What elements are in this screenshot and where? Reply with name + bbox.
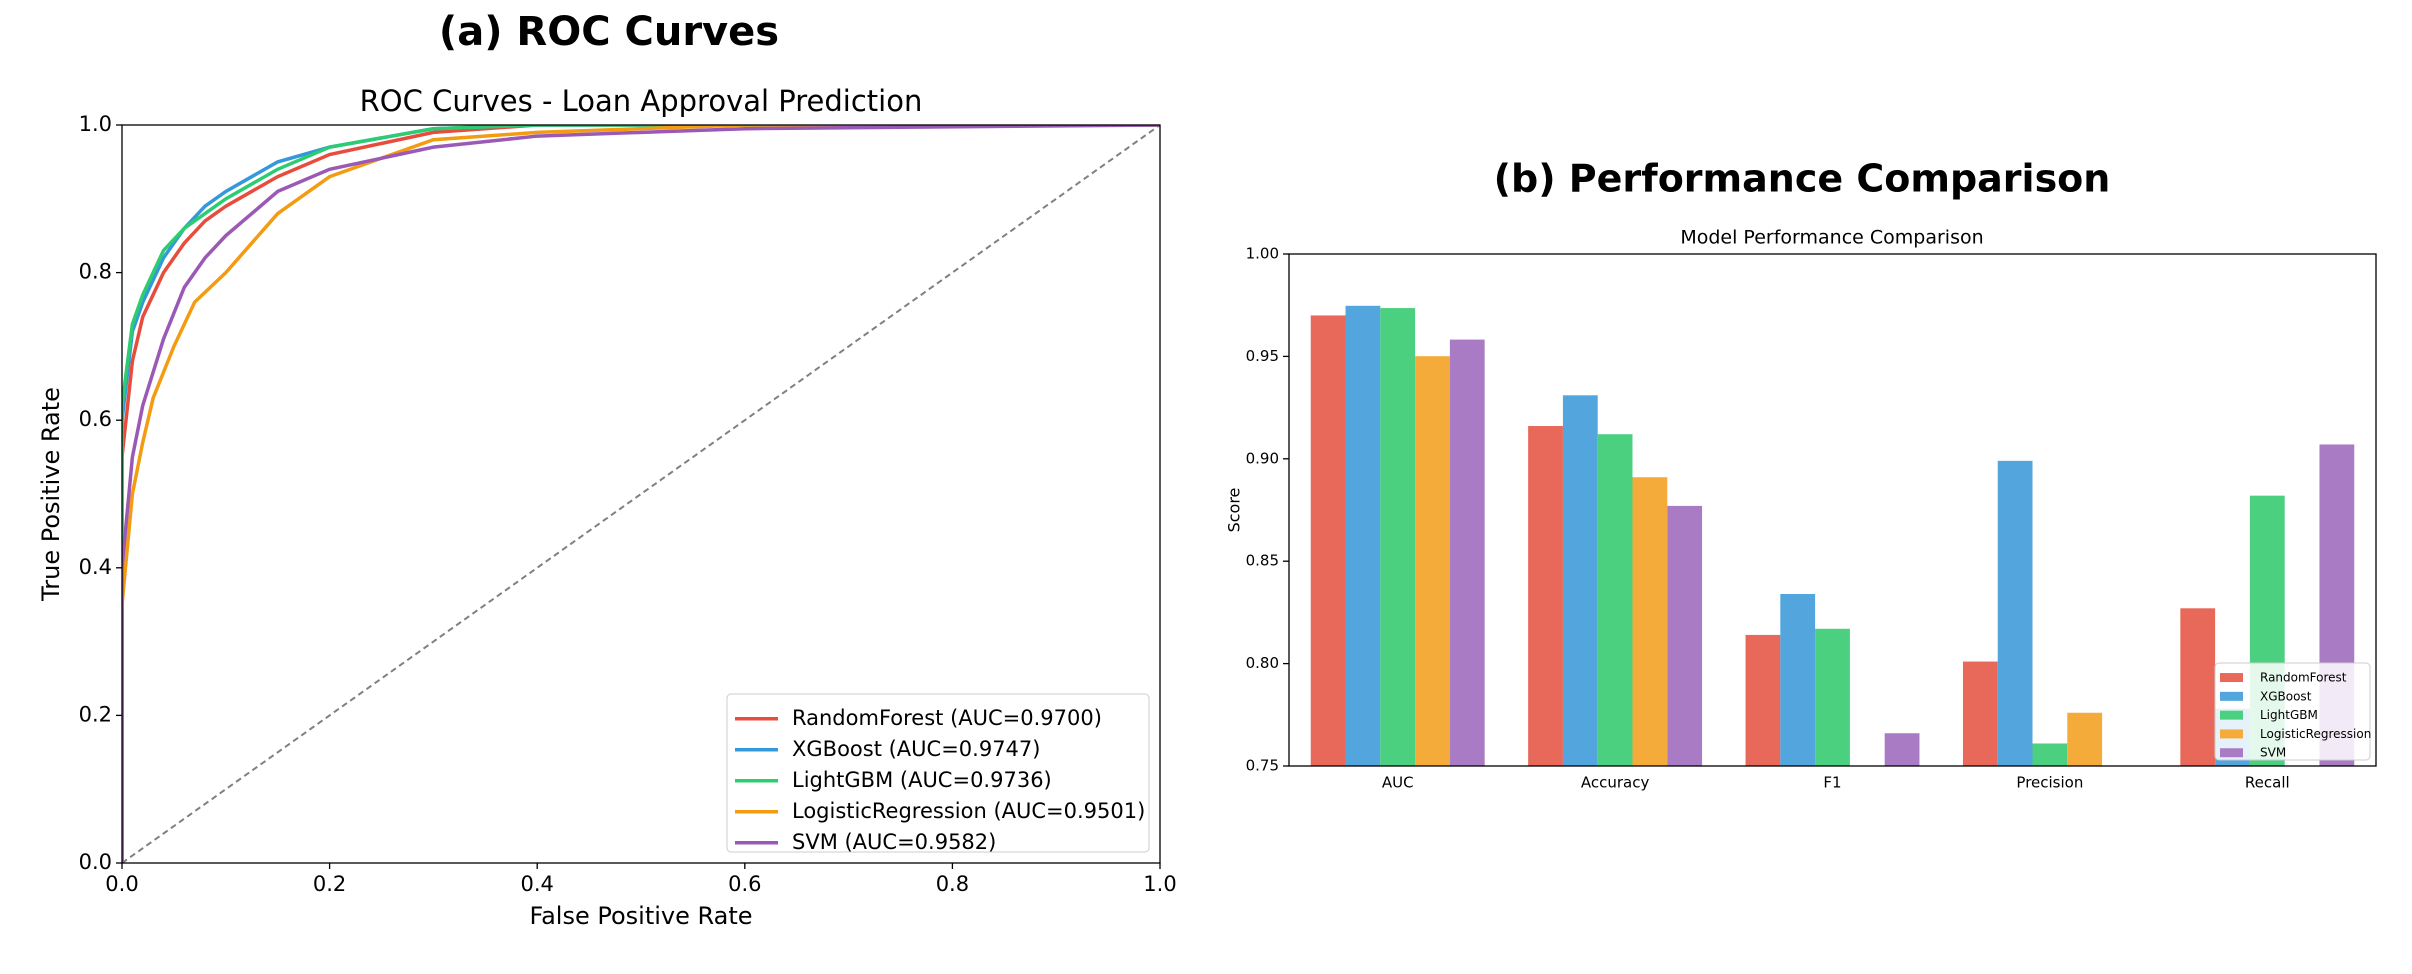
y-axis-label: True Positive Rate (37, 387, 65, 602)
bar (1562, 395, 1598, 766)
y-tick-label: 0.80 (1246, 654, 1279, 672)
bar (1780, 593, 1816, 766)
axes-frame (121, 124, 1161, 864)
bar (1380, 308, 1416, 766)
legend-label: SVM (2260, 746, 2286, 760)
axes-title: ROC Curves - Loan Approval Prediction (360, 84, 923, 118)
bar (1415, 356, 1450, 766)
y-tick-label: 0.95 (1246, 347, 1279, 365)
chart-title: (b) Performance Comparison (1494, 157, 2111, 201)
legend-label: SVM (AUC=0.9582) (792, 830, 996, 854)
bar (2032, 743, 2068, 766)
x-tick-label: 0.6 (728, 872, 761, 896)
bar (1310, 315, 1346, 766)
bar (1667, 505, 1703, 766)
y-tick-label: 1.00 (1246, 245, 1279, 263)
x-tick-label: Accuracy (1581, 774, 1650, 792)
legend-label: XGBoost (2260, 689, 2312, 703)
bar (2180, 608, 2216, 766)
bar (1449, 339, 1485, 766)
x-tick-label: Recall (2245, 774, 2290, 792)
bar (1850, 766, 1885, 786)
legend-box (2214, 662, 2371, 761)
legend-swatch (2220, 710, 2243, 720)
bar (1745, 634, 1781, 766)
x-tick-label: 0.0 (105, 872, 138, 896)
legend-label: RandomForest (AUC=0.9700) (792, 706, 1102, 730)
y-tick-label: 0.90 (1246, 449, 1279, 467)
legend-label: LightGBM (AUC=0.9736) (792, 768, 1052, 792)
bar (1345, 305, 1381, 766)
plot-area (122, 125, 1160, 863)
x-tick-label: F1 (1823, 774, 1841, 792)
legend-swatch (2220, 691, 2243, 701)
x-tick-label: Precision (2016, 774, 2083, 792)
legend-swatch (2220, 748, 2243, 758)
axes-title: Model Performance Comparison (1680, 227, 1983, 249)
y-tick-label: 0.8 (79, 260, 112, 284)
x-tick-label: AUC (1382, 774, 1414, 792)
legend-box (726, 693, 1150, 853)
bar (1962, 661, 1998, 766)
y-tick-label: 0.4 (79, 555, 112, 579)
y-tick-label: 1.0 (79, 112, 112, 136)
y-tick-label: 0.0 (79, 850, 112, 874)
y-tick-label: 0.75 (1246, 757, 1279, 775)
legend-swatch (2220, 729, 2243, 739)
x-axis-label: False Positive Rate (529, 902, 752, 930)
bar (1528, 426, 1563, 766)
x-tick-label: 0.2 (313, 872, 346, 896)
legend-label: LogisticRegression (AUC=0.9501) (792, 799, 1145, 823)
bar (2102, 766, 2137, 786)
bar (1632, 477, 1668, 766)
legend-label: LogisticRegression (2260, 727, 2371, 741)
chart-title: (a) ROC Curves (439, 9, 779, 55)
roc-line (122, 125, 1160, 863)
bar (2067, 712, 2103, 766)
bar (1997, 460, 2033, 766)
x-tick-label: 1.0 (1143, 872, 1176, 896)
plot-area (1310, 305, 2355, 827)
legend-label: LightGBM (2260, 708, 2318, 722)
legend-label: XGBoost (AUC=0.9747) (792, 737, 1040, 761)
bar (1884, 733, 1920, 766)
bar (1597, 434, 1633, 766)
bar (1815, 628, 1850, 766)
x-tick-label: 0.4 (520, 872, 553, 896)
y-tick-label: 0.6 (79, 407, 112, 431)
bar (2285, 766, 2320, 827)
y-tick-label: 0.85 (1246, 552, 1279, 570)
roc-line (122, 125, 1160, 863)
legend-swatch (2220, 673, 2243, 683)
y-axis-label: Score (1225, 488, 1244, 533)
y-tick-label: 0.2 (79, 702, 112, 726)
roc-line (122, 125, 1160, 863)
axes-frame (1288, 253, 2377, 767)
x-tick-label: 0.8 (936, 872, 969, 896)
reference-diagonal (122, 125, 1160, 863)
legend-label: RandomForest (2260, 671, 2347, 685)
